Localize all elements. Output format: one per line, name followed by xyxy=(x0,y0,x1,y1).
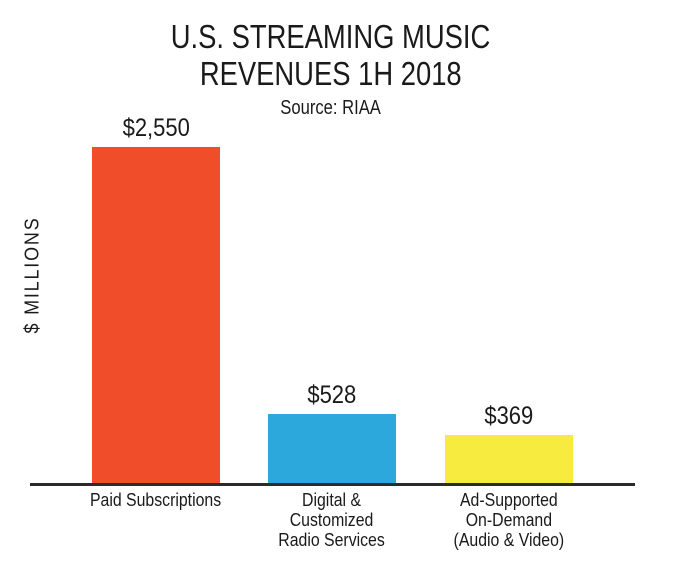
x-label-digital-radio: Digital & Customized Radio Services xyxy=(232,490,432,550)
x-axis-line xyxy=(30,483,635,486)
x-label-text: Ad-Supported On-Demand (Audio & Video) xyxy=(453,490,565,550)
chart-header: U.S. STREAMING MUSIC REVENUES 1H 2018 So… xyxy=(0,18,662,120)
bar-value-text: $2,550 xyxy=(122,114,190,142)
chart-title-line-1: U.S. STREAMING MUSIC xyxy=(0,18,662,55)
x-label-text: Digital & Customized Radio Services xyxy=(278,490,386,550)
bar-ad-supported xyxy=(445,435,573,484)
bar-value-paid-subscriptions: $2,550 xyxy=(118,115,194,142)
bar-group-ad-supported: $369 xyxy=(445,403,573,484)
bar-group-paid-subscriptions: $2,550 xyxy=(92,115,220,484)
chart-title-text-2: REVENUES 1H 2018 xyxy=(200,55,462,92)
x-label-text: Paid Subscriptions xyxy=(90,490,222,510)
bar-paid-subscriptions xyxy=(92,147,220,484)
bar-group-digital-radio: $528 xyxy=(268,382,396,484)
bar-digital-radio xyxy=(268,414,396,484)
chart-source: Source: RIAA xyxy=(0,96,662,120)
x-label-paid-subscriptions: Paid Subscriptions xyxy=(56,490,256,510)
bar-value-text: $369 xyxy=(484,402,534,430)
y-axis-label: $ MILLIONS xyxy=(21,216,44,334)
bar-value-digital-radio: $528 xyxy=(304,382,360,409)
chart-title-text-1: U.S. STREAMING MUSIC xyxy=(171,18,491,55)
bar-value-text: $528 xyxy=(307,381,357,409)
chart-title-line-2: REVENUES 1H 2018 xyxy=(0,55,662,92)
chart-source-text: Source: RIAA xyxy=(280,97,382,119)
x-label-ad-supported: Ad-Supported On-Demand (Audio & Video) xyxy=(409,490,609,550)
bar-value-ad-supported: $369 xyxy=(481,403,537,430)
